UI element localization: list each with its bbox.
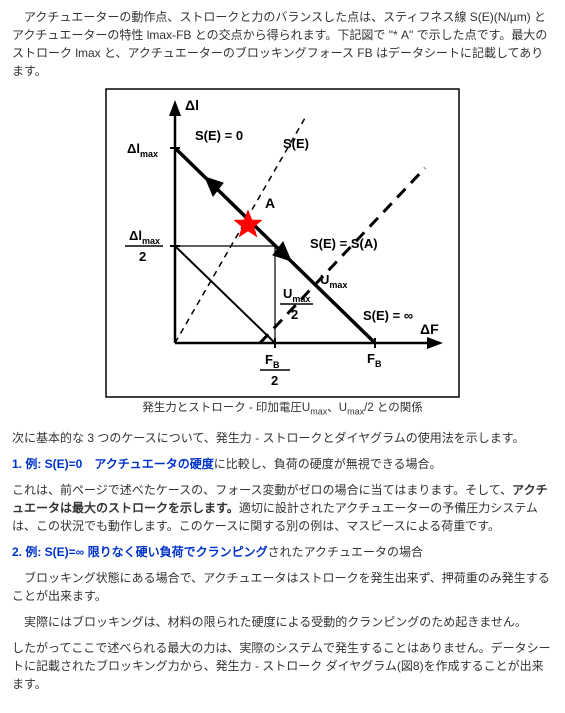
x-axis-label: ΔF: [420, 321, 439, 337]
se-label: S(E): [283, 136, 309, 151]
case1-body: これは、前ページで述べたケースの、フォース変動がゼロの場合に当てはまります。そし…: [12, 481, 553, 535]
se-sa-label: S(E) = S(A): [310, 236, 378, 251]
case1-heading: 1. 例: S(E)=0 アクチュエータの硬度に比較し、負荷の硬度が無視できる場…: [12, 455, 553, 473]
umax-label: U: [320, 272, 329, 287]
case2-heading: 2. 例: S(E)=∞ 限りなく硬い負荷でクランピングされたアクチュエータの場…: [12, 543, 553, 561]
fb-label: F: [367, 351, 375, 366]
figure-caption: 発生力とストローク - 印加電圧Umax、Umax/2 との関係: [12, 400, 553, 419]
intro-paragraph: アクチュエーターの動作点、ストロークと力のバランスした点は、スティフネス線 S(…: [12, 8, 553, 80]
dl-max-sub: max: [140, 149, 158, 159]
y-axis-label: Δl: [185, 97, 199, 113]
svg-text:2: 2: [291, 307, 298, 322]
case2-body2: 実際にはブロッキングは、材料の限られた硬度による受動的クランピングのため起きませ…: [12, 613, 553, 631]
svg-text:2: 2: [139, 249, 146, 264]
se0-label: S(E) = 0: [195, 128, 243, 143]
stiffness-diagram: Δl ΔF Δlmax Δlmax 2 FB: [105, 88, 460, 398]
umax-sub: max: [329, 280, 347, 290]
body-p2: 次に基本的な 3 つのケースについて、発生力 - ストロークとダイヤグラムの使用…: [12, 429, 553, 447]
a-label: A: [265, 195, 275, 211]
fb-sub: B: [375, 359, 382, 369]
figure-container: Δl ΔF Δlmax Δlmax 2 FB: [12, 88, 553, 419]
svg-text:2: 2: [271, 373, 278, 388]
dl-max-label: Δl: [127, 141, 140, 156]
se-inf-label: S(E) = ∞: [363, 308, 413, 323]
case2-body3: したがってここで述べられる最大の力は、実際のシステムで発生することはありません。…: [12, 639, 553, 693]
case2-body1: ブロッキング状態にある場合で、アクチュエータはストロークを発生出来ず、押荷重のみ…: [12, 569, 553, 605]
